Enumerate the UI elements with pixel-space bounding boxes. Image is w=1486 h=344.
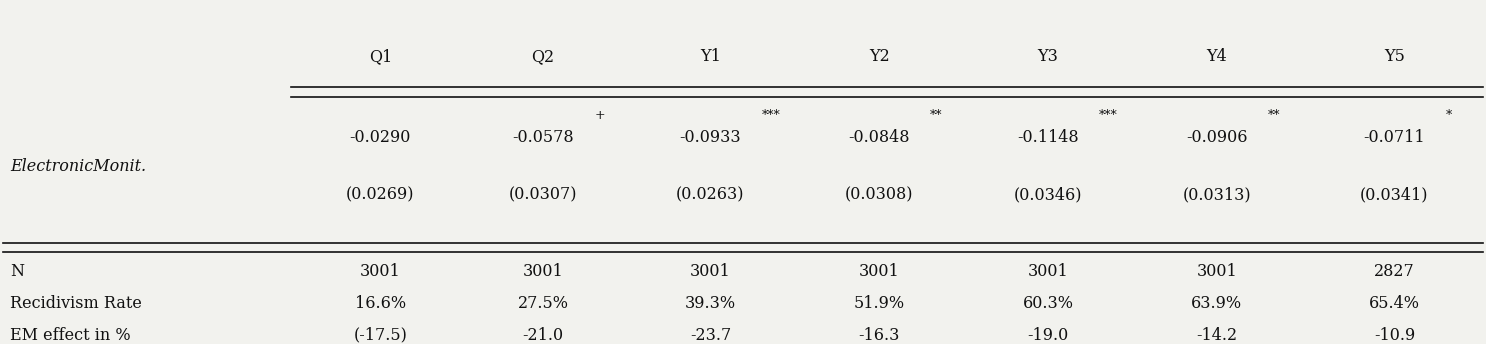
- Text: Y5: Y5: [1383, 49, 1404, 65]
- Text: Y4: Y4: [1207, 49, 1227, 65]
- Text: -0.0933: -0.0933: [679, 129, 742, 147]
- Text: 39.3%: 39.3%: [685, 295, 736, 312]
- Text: -16.3: -16.3: [859, 326, 901, 344]
- Text: ***: ***: [1100, 109, 1117, 122]
- Text: -0.0848: -0.0848: [849, 129, 909, 147]
- Text: -14.2: -14.2: [1196, 326, 1238, 344]
- Text: 63.9%: 63.9%: [1192, 295, 1242, 312]
- Text: Q1: Q1: [369, 49, 392, 65]
- Text: -23.7: -23.7: [690, 326, 731, 344]
- Text: +: +: [594, 109, 605, 122]
- Text: (0.0263): (0.0263): [676, 187, 744, 204]
- Text: **: **: [1268, 109, 1281, 122]
- Text: N: N: [10, 263, 24, 280]
- Text: 16.6%: 16.6%: [355, 295, 406, 312]
- Text: (0.0341): (0.0341): [1360, 187, 1428, 204]
- Text: -10.9: -10.9: [1373, 326, 1415, 344]
- Text: (-17.5): (-17.5): [354, 326, 407, 344]
- Text: **: **: [930, 109, 942, 122]
- Text: Q2: Q2: [532, 49, 554, 65]
- Text: 3001: 3001: [523, 263, 563, 280]
- Text: -0.0578: -0.0578: [513, 129, 574, 147]
- Text: (0.0313): (0.0313): [1183, 187, 1251, 204]
- Text: -19.0: -19.0: [1027, 326, 1068, 344]
- Text: 60.3%: 60.3%: [1022, 295, 1073, 312]
- Text: Y1: Y1: [700, 49, 721, 65]
- Text: -0.0290: -0.0290: [349, 129, 412, 147]
- Text: (0.0307): (0.0307): [508, 187, 578, 204]
- Text: Y3: Y3: [1037, 49, 1058, 65]
- Text: 2827: 2827: [1375, 263, 1415, 280]
- Text: -0.0906: -0.0906: [1186, 129, 1247, 147]
- Text: -0.1148: -0.1148: [1016, 129, 1079, 147]
- Text: 3001: 3001: [1196, 263, 1238, 280]
- Text: Y2: Y2: [869, 49, 890, 65]
- Text: Recidivism Rate: Recidivism Rate: [10, 295, 143, 312]
- Text: (0.0308): (0.0308): [846, 187, 914, 204]
- Text: *: *: [1446, 109, 1452, 122]
- Text: ElectronicMonit.: ElectronicMonit.: [10, 158, 146, 175]
- Text: -21.0: -21.0: [523, 326, 563, 344]
- Text: 3001: 3001: [690, 263, 731, 280]
- Text: 27.5%: 27.5%: [517, 295, 569, 312]
- Text: EM effect in %: EM effect in %: [10, 326, 131, 344]
- Text: 3001: 3001: [360, 263, 401, 280]
- Text: (0.0269): (0.0269): [346, 187, 415, 204]
- Text: -0.0711: -0.0711: [1364, 129, 1425, 147]
- Text: 65.4%: 65.4%: [1369, 295, 1421, 312]
- Text: 3001: 3001: [1028, 263, 1068, 280]
- Text: 3001: 3001: [859, 263, 899, 280]
- Text: ***: ***: [761, 109, 780, 122]
- Text: 51.9%: 51.9%: [853, 295, 905, 312]
- Text: (0.0346): (0.0346): [1013, 187, 1082, 204]
